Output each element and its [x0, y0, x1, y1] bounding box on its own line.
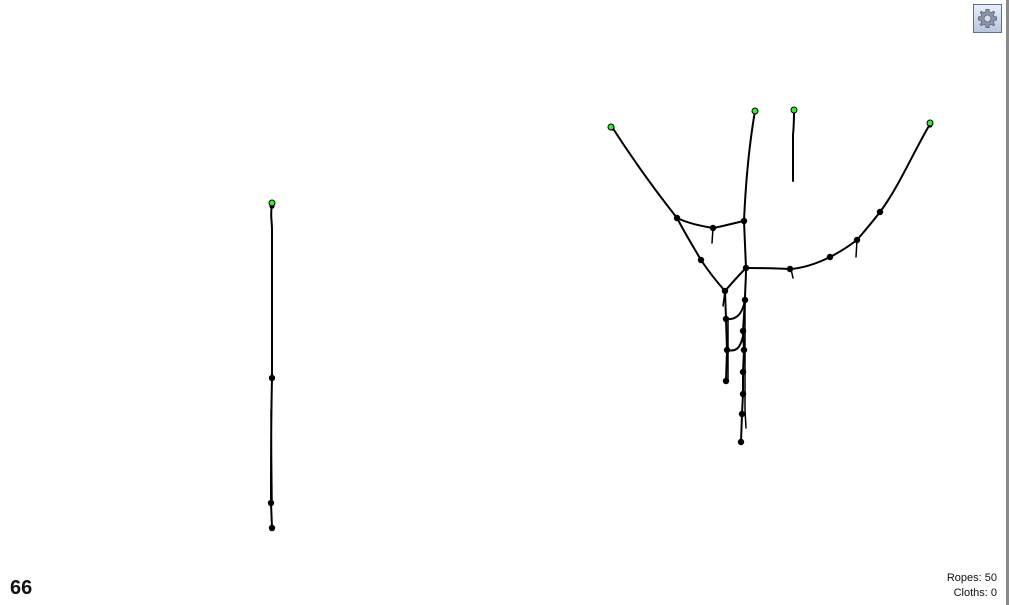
anchor-point	[607, 123, 615, 131]
rope-node	[721, 287, 729, 295]
cloths-count-value: 0	[990, 587, 997, 599]
rope-left-strand	[270, 409, 273, 501]
ropes-count-value: 50	[984, 572, 997, 584]
rope-hanging-short	[792, 109, 795, 182]
anchor-point	[790, 106, 798, 114]
rope-center-vertical	[743, 220, 747, 269]
ropes-count: Ropes: 50	[947, 571, 997, 586]
rope-node	[723, 346, 731, 354]
rope-outer-left	[611, 126, 678, 219]
rope-node	[697, 256, 705, 264]
window-right-border	[1006, 0, 1009, 605]
rope-loop-1	[725, 299, 746, 321]
rope-node	[741, 296, 749, 304]
rope-node	[722, 315, 730, 323]
rope-nodes	[267, 122, 933, 532]
rope-node	[742, 264, 750, 272]
rope-outer-right	[856, 123, 931, 241]
rope-node	[739, 327, 747, 335]
rope-top-center	[743, 110, 756, 222]
rope-node	[826, 253, 834, 261]
rope-lower-center	[740, 267, 747, 443]
rope-v-right	[724, 267, 747, 292]
rope-left	[270, 204, 273, 529]
cloths-count: Cloths: 0	[947, 586, 997, 601]
rope-loop-2	[726, 330, 745, 352]
rope-left-diagonal	[676, 217, 726, 292]
rope-node	[737, 438, 745, 446]
rope-lower-left	[724, 290, 728, 382]
rope-lower-center-2	[744, 299, 747, 429]
rope-node	[268, 524, 276, 532]
gear-icon	[978, 9, 997, 28]
rope-node	[673, 214, 681, 222]
rope-node	[739, 368, 747, 376]
settings-button[interactable]	[973, 4, 1002, 33]
rope-node	[738, 410, 746, 418]
anchor-point	[268, 199, 276, 207]
ropes-count-label: Ropes:	[946, 572, 985, 584]
rope-node	[876, 208, 884, 216]
frame-counter: 66	[10, 577, 33, 599]
rope-node	[740, 346, 748, 354]
simulation-stats: Ropes: 50 Cloths: 0	[947, 571, 997, 601]
rope-node	[853, 236, 861, 244]
cloths-count-label: Cloths:	[953, 587, 991, 599]
ropes	[270, 109, 931, 529]
rope-node	[722, 377, 730, 385]
rope-node	[740, 217, 748, 225]
anchor-point	[751, 107, 759, 115]
rope-node	[268, 374, 276, 382]
anchor-point	[926, 119, 934, 127]
rope-node	[739, 390, 747, 398]
anchor-points[interactable]	[268, 106, 934, 207]
rope-node	[267, 499, 275, 507]
rope-node	[786, 265, 794, 273]
rope-crossbar-right	[745, 239, 858, 270]
rope-node	[709, 224, 717, 232]
